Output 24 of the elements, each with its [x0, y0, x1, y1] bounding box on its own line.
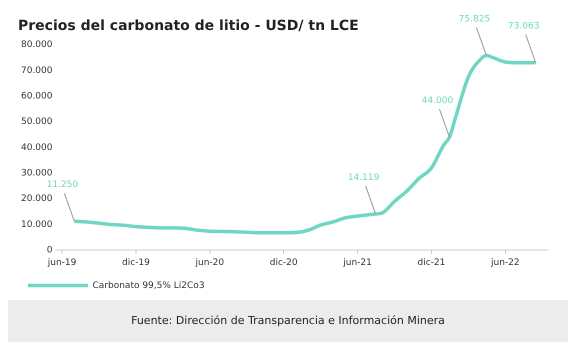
y-tick-label: 50.000 [20, 117, 53, 128]
text: Carbonato 99,5% Li2Co3 [92, 280, 205, 291]
data-label: 75.825 [458, 14, 490, 24]
x-tick-label: dic-19 [122, 258, 150, 268]
x-tick-label: jun-21 [342, 258, 372, 268]
y-tick-label: 40.000 [20, 142, 53, 153]
x-tick-label: jun-20 [194, 258, 224, 268]
x-tick-label: dic-21 [418, 258, 446, 268]
data-label: 73.063 [508, 21, 540, 32]
chart-title: Precios del carbonato de litio - USD/ tn LCE [18, 18, 359, 34]
source-note: Fuente: Dirección de Transparencia e Información Minera [8, 300, 568, 342]
x-tick-label: jun-19 [46, 258, 77, 268]
y-tick-label: 70.000 [20, 66, 53, 76]
y-tick-label: 20.000 [20, 194, 53, 204]
x-tick-label: dic-20 [270, 258, 298, 268]
y-tick-label: 80.000 [20, 40, 53, 50]
y-tick-label: 10.000 [20, 220, 53, 230]
data-label: 44.000 [422, 96, 454, 106]
data-label: 11.250 [46, 180, 78, 190]
x-tick-label: jun-22 [490, 258, 520, 268]
y-tick-label: 60.000 [20, 91, 53, 102]
y-tick-label: 0 [46, 246, 53, 256]
y-tick-label: 30.000 [20, 168, 53, 179]
data-label: 14.119 [348, 172, 380, 183]
